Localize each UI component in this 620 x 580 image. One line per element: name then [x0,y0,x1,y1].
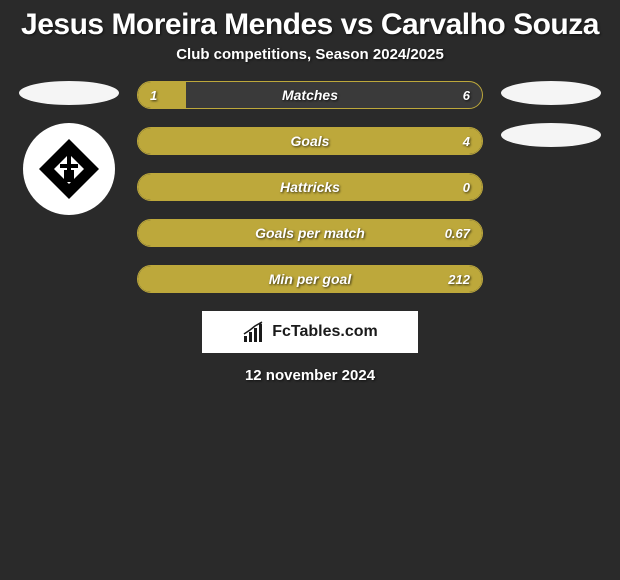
comparison-subtitle: Club competitions, Season 2024/2025 [0,46,620,81]
bar-fill [138,220,482,246]
club-logo-left [23,123,115,215]
brand-badge: FcTables.com [202,311,418,353]
brand-text: FcTables.com [272,323,378,341]
bar-chart-up-icon [242,320,266,344]
stat-left-value: 1 [150,82,157,108]
stat-right-value: 212 [448,266,470,292]
stat-right-value: 0.67 [445,220,470,246]
country-flag-left-placeholder [19,81,119,105]
stat-bar-goals-per-match: Goals per match 0.67 [137,219,483,247]
comparison-title: Jesus Moreira Mendes vs Carvalho Souza [0,0,620,46]
bar-fill [138,82,186,108]
stat-right-value: 6 [463,82,470,108]
stat-bar-matches: 1 Matches 6 [137,81,483,109]
club-logo-right-placeholder [501,123,601,147]
comparison-body: 1 Matches 6 Goals 4 Hattricks 0 Goals pe… [0,81,620,293]
snapshot-date: 12 november 2024 [0,353,620,384]
stat-bar-hattricks: Hattricks 0 [137,173,483,201]
right-player-col [501,81,601,147]
stat-bar-min-per-goal: Min per goal 212 [137,265,483,293]
bar-fill [138,174,482,200]
stat-right-value: 0 [463,174,470,200]
stat-bar-goals: Goals 4 [137,127,483,155]
stat-right-value: 4 [463,128,470,154]
academica-logo-icon [34,134,104,204]
bar-fill [138,266,482,292]
bar-fill [138,128,482,154]
stat-label: Matches [138,82,482,108]
left-player-col [19,81,119,215]
country-flag-right-placeholder [501,81,601,105]
stats-bars: 1 Matches 6 Goals 4 Hattricks 0 Goals pe… [137,81,483,293]
